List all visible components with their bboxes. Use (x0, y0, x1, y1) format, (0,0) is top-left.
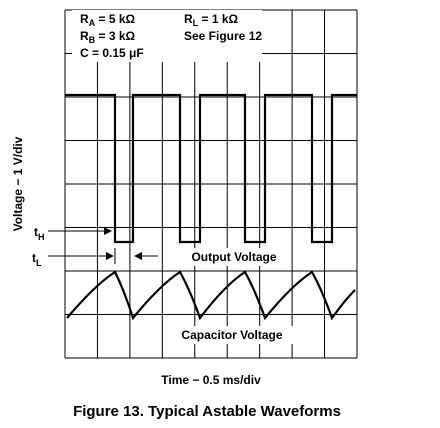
label-bg (167, 326, 297, 344)
arrow-head (106, 252, 114, 260)
param-text: RB = 3 kΩ (80, 29, 136, 45)
param-text: RL = 1 kΩ (184, 12, 239, 28)
y-axis-label: Voltage − 1 V/div (11, 136, 25, 231)
param-text: RA = 5 kΩ (80, 12, 136, 28)
capacitor-waveform (66, 270, 356, 321)
output-waveform (65, 93, 357, 244)
arrow-head (134, 252, 142, 260)
label-bg (178, 248, 290, 266)
figure-caption: Figure 13. Typical Astable Waveforms (73, 403, 341, 420)
x-axis-label: Time − 0.5 ms/div (161, 373, 261, 387)
t-high-label: tH (34, 225, 45, 242)
capacitor-label: Capacitor Voltage (181, 328, 282, 342)
output-label: Output Voltage (191, 250, 276, 264)
param-text: C = 0.15 μF (80, 46, 144, 60)
t-low-label: tL (32, 251, 42, 268)
arrow-head (104, 227, 112, 235)
param-box (72, 10, 262, 62)
param-text: See Figure 12 (184, 29, 262, 43)
